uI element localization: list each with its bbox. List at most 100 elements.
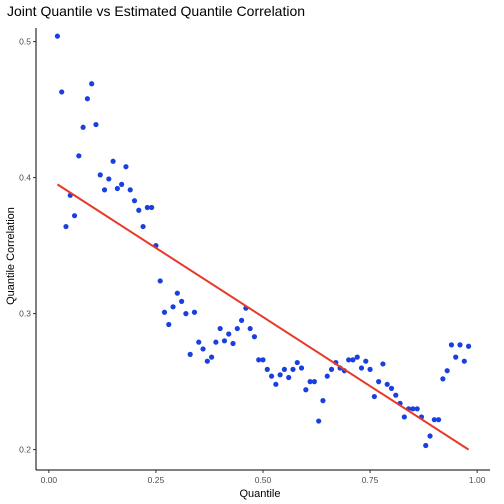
data-point [166, 321, 172, 328]
data-point [183, 311, 189, 317]
data-point [247, 325, 253, 332]
data-point [144, 204, 150, 211]
data-point [110, 158, 116, 164]
data-point [367, 366, 373, 372]
data-point [187, 351, 193, 357]
data-point [71, 213, 78, 219]
data-point [453, 354, 459, 360]
x-axis-label: Quantile [240, 488, 281, 500]
y-axis-ticks: 0.2 0.3 0.4 0.5 [19, 37, 36, 455]
data-point [93, 121, 99, 128]
data-point [260, 357, 266, 363]
data-point [436, 417, 442, 423]
data-point [63, 223, 69, 230]
x-tick-label: 0.50 [255, 475, 272, 485]
x-axis-ticks: 0.00 0.25 0.50 0.75 1.00 [41, 470, 486, 485]
data-point [97, 172, 103, 178]
data-point [461, 358, 467, 364]
data-point [256, 357, 262, 363]
data-point [209, 354, 215, 360]
y-tick-label: 0.5 [19, 37, 31, 47]
x-tick-label: 0.75 [362, 475, 379, 485]
data-point [376, 379, 382, 385]
data-point [170, 304, 176, 310]
data-point [423, 442, 429, 449]
data-point [363, 358, 369, 364]
x-tick-label: 1.00 [469, 475, 486, 485]
data-point [457, 342, 463, 348]
data-point [226, 331, 232, 337]
data-point [414, 406, 420, 412]
data-point [157, 278, 163, 284]
data-point [410, 406, 416, 412]
data-point [350, 357, 356, 363]
plot-area [35, 28, 490, 471]
data-point [294, 359, 300, 366]
data-point [54, 33, 61, 39]
data-point [354, 354, 360, 360]
data-point [127, 187, 133, 193]
data-point [444, 368, 450, 374]
data-point [393, 392, 399, 398]
data-point [59, 89, 65, 95]
x-tick-label: 0.25 [148, 475, 165, 485]
data-point [131, 198, 138, 204]
data-point [221, 338, 228, 344]
data-point [174, 290, 180, 296]
data-point [316, 418, 322, 424]
data-point [380, 361, 386, 367]
data-point [196, 339, 202, 345]
data-point [440, 376, 446, 382]
data-point [448, 342, 455, 348]
data-point [238, 317, 245, 323]
data-point [277, 372, 283, 378]
data-points [54, 33, 472, 449]
data-point [161, 309, 168, 315]
data-point [80, 124, 86, 130]
data-point [324, 373, 330, 379]
data-point [213, 339, 219, 345]
data-point [358, 365, 365, 371]
data-point [89, 81, 95, 87]
data-point [204, 358, 210, 364]
data-point [101, 187, 108, 193]
data-point [328, 366, 335, 372]
data-point [290, 366, 296, 372]
data-point [311, 379, 317, 385]
data-point [465, 343, 472, 349]
data-point [217, 325, 223, 332]
data-point [268, 373, 275, 379]
chart-title: Joint Quantile vs Estimated Quantile Cor… [7, 3, 305, 19]
x-tick-label: 0.00 [41, 475, 58, 485]
data-point [388, 385, 395, 391]
y-axis-label: Quantile Correlation [5, 207, 17, 305]
data-point [200, 346, 206, 352]
data-point [427, 433, 433, 439]
data-point [123, 164, 129, 170]
data-point [136, 207, 142, 213]
data-point [179, 298, 185, 304]
data-point [84, 96, 90, 102]
data-point [264, 366, 270, 372]
trend-line [56, 183, 470, 451]
data-point [431, 417, 437, 423]
data-point [76, 153, 82, 159]
data-point [114, 185, 120, 192]
y-tick-label: 0.4 [19, 173, 31, 183]
data-point [106, 176, 112, 182]
data-point [320, 398, 326, 404]
data-point [286, 374, 292, 381]
data-point [298, 365, 305, 371]
data-point [251, 334, 258, 340]
data-point [140, 223, 146, 230]
y-tick-label: 0.3 [19, 309, 31, 319]
data-point [149, 204, 155, 211]
data-point [230, 340, 236, 347]
data-point [191, 309, 198, 315]
data-point [281, 366, 288, 372]
data-point [303, 387, 309, 393]
data-point [119, 181, 125, 187]
data-point [273, 381, 279, 387]
data-point [384, 381, 390, 387]
